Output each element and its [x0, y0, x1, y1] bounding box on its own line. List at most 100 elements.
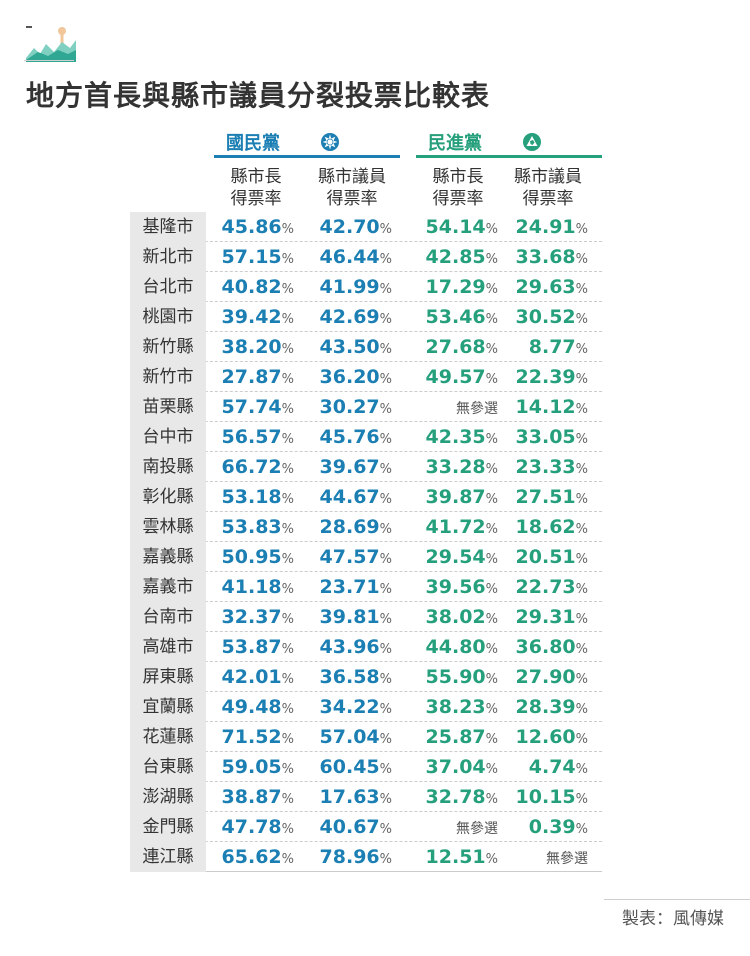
percent-sign: %: [281, 702, 294, 717]
vote-share-value: 38.20%: [206, 332, 294, 362]
table-row: 台南市 32.37% 39.81% 38.02% 29.31%: [130, 602, 602, 632]
vote-share-number: 34.22: [319, 696, 380, 718]
vote-share-number: 78.96: [319, 846, 380, 868]
col-header-kmt-council: 縣市議員 得票率: [318, 167, 386, 209]
vote-share-value: 44.80%: [412, 632, 498, 662]
vote-share-value: 42.35%: [412, 422, 498, 452]
vote-share-value: 55.90%: [412, 662, 498, 692]
vote-share-number: 53.87: [221, 636, 282, 658]
vote-share-number: 42.70: [319, 216, 380, 238]
vote-share-number: 38.20: [221, 336, 282, 358]
percent-sign: %: [575, 642, 588, 657]
vote-share-value: 41.99%: [302, 272, 392, 302]
vote-share-number: 41.99: [319, 276, 380, 298]
table-row: 台東縣 59.05% 60.45% 37.04% 4.74%: [130, 752, 602, 782]
county-name: 台南市: [130, 602, 206, 632]
vote-share-number: 0.39: [528, 816, 576, 838]
percent-sign: %: [485, 582, 498, 597]
vote-share-number: 32.78: [425, 786, 486, 808]
publisher-logo-icon: [26, 26, 76, 62]
vote-share-number: 42.69: [319, 306, 380, 328]
vote-share-value: 42.85%: [412, 242, 498, 272]
vote-share-number: 44.67: [319, 486, 380, 508]
vote-share-value: 57.04%: [302, 722, 392, 752]
percent-sign: %: [575, 222, 588, 237]
percent-sign: %: [485, 432, 498, 447]
county-name: 金門縣: [130, 812, 206, 842]
percent-sign: %: [379, 402, 392, 417]
percent-sign: %: [575, 492, 588, 507]
vote-share-number: 12.51: [425, 846, 486, 868]
vote-share-number: 55.90: [425, 666, 486, 688]
vote-share-value: 47.78%: [206, 812, 294, 842]
table-row: 苗栗縣 57.74% 30.27% 無參選 14.12%: [130, 392, 602, 422]
vote-share-value: 28.39%: [500, 692, 588, 722]
vote-share-number: 33.68: [515, 246, 576, 268]
percent-sign: %: [379, 342, 392, 357]
vote-share-value: 53.18%: [206, 482, 294, 512]
kmt-emblem-icon: [321, 133, 339, 151]
percent-sign: %: [485, 492, 498, 507]
dpp-party-name: 民進黨: [428, 132, 482, 154]
percent-sign: %: [281, 822, 294, 837]
vote-share-value: 60.45%: [302, 752, 392, 782]
vote-share-number: 43.96: [319, 636, 380, 658]
vote-share-number: 20.51: [515, 546, 576, 568]
vote-share-number: 40.82: [221, 276, 282, 298]
col-header-dpp-mayor: 縣市長 得票率: [432, 167, 484, 209]
table-row: 雲林縣 53.83% 28.69% 41.72% 18.62%: [130, 512, 602, 542]
county-name: 基隆市: [130, 212, 206, 242]
vote-share-value: 32.78%: [412, 782, 498, 812]
vote-share-value: 34.22%: [302, 692, 392, 722]
logo-underline: [24, 60, 74, 61]
percent-sign: %: [575, 372, 588, 387]
vote-share-number: 33.05: [515, 426, 576, 448]
vote-share-number: 50.95: [221, 546, 282, 568]
vote-share-value: 22.39%: [500, 362, 588, 392]
vote-share-number: 29.54: [425, 546, 486, 568]
col-header-kmt-mayor: 縣市長 得票率: [230, 167, 282, 209]
not-running-label: 無參選: [412, 812, 498, 842]
county-name: 苗栗縣: [130, 392, 206, 422]
percent-sign: %: [485, 222, 498, 237]
vote-share-value: 57.74%: [206, 392, 294, 422]
percent-sign: %: [485, 642, 498, 657]
vote-share-value: 53.46%: [412, 302, 498, 332]
vote-share-number: 53.18: [221, 486, 282, 508]
percent-sign: %: [575, 462, 588, 477]
percent-sign: %: [485, 762, 498, 777]
vote-share-value: 36.80%: [500, 632, 588, 662]
percent-sign: %: [281, 462, 294, 477]
table-row: 基隆市 45.86% 42.70% 54.14% 24.91%: [130, 212, 602, 242]
percent-sign: %: [281, 582, 294, 597]
not-running-text: 無參選: [456, 401, 498, 417]
vote-share-value: 43.96%: [302, 632, 392, 662]
vote-share-number: 39.56: [425, 576, 486, 598]
vote-share-number: 14.12: [515, 396, 576, 418]
vote-share-number: 17.63: [319, 786, 380, 808]
vote-share-value: 47.57%: [302, 542, 392, 572]
credit-text: 製表：風傳媒: [622, 909, 724, 929]
table-row: 金門縣 47.78% 40.67% 無參選 0.39%: [130, 812, 602, 842]
vote-share-number: 27.90: [515, 666, 576, 688]
county-name: 花蓮縣: [130, 722, 206, 752]
table-row: 澎湖縣 38.87% 17.63% 32.78% 10.15%: [130, 782, 602, 812]
vote-share-number: 49.57: [425, 366, 486, 388]
vote-share-number: 22.39: [515, 366, 576, 388]
vote-share-value: 27.87%: [206, 362, 294, 392]
vote-share-number: 30.27: [319, 396, 380, 418]
vote-share-value: 29.63%: [500, 272, 588, 302]
vote-share-number: 25.87: [425, 726, 486, 748]
vote-share-value: 45.76%: [302, 422, 392, 452]
vote-share-number: 45.86: [221, 216, 282, 238]
vote-share-number: 36.58: [319, 666, 380, 688]
table-row: 花蓮縣 71.52% 57.04% 25.87% 12.60%: [130, 722, 602, 752]
table-row: 嘉義縣 50.95% 47.57% 29.54% 20.51%: [130, 542, 602, 572]
percent-sign: %: [379, 312, 392, 327]
vote-share-number: 32.37: [221, 606, 282, 628]
percent-sign: %: [575, 732, 588, 747]
vote-share-value: 33.28%: [412, 452, 498, 482]
percent-sign: %: [379, 702, 392, 717]
vote-share-value: 29.31%: [500, 602, 588, 632]
vote-share-value: 29.54%: [412, 542, 498, 572]
